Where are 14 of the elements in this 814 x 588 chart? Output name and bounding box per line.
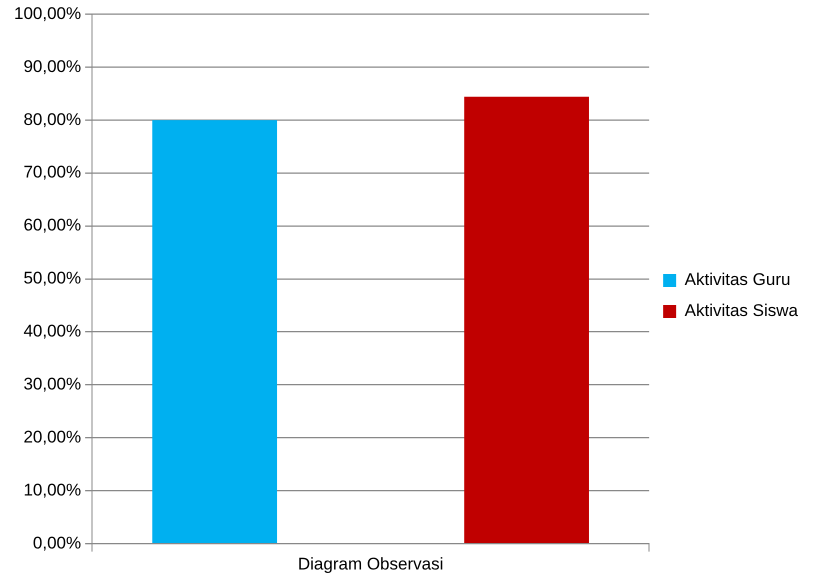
y-tick-label: 0,00% — [32, 533, 82, 552]
x-tick-label: Diagram Observasi — [298, 554, 444, 574]
y-tick-label: 90,00% — [23, 56, 82, 76]
y-tick-label: 40,00% — [23, 322, 82, 341]
y-tick-label: 70,00% — [23, 162, 82, 182]
legend-label: Aktivitas Guru — [684, 270, 790, 290]
y-tick-label: 50,00% — [23, 268, 82, 288]
y-tick-label: 10,00% — [23, 480, 82, 500]
y-tick-label: 20,00% — [23, 427, 82, 446]
y-tick-label: 80,00% — [23, 110, 82, 129]
y-tick-label: 30,00% — [23, 374, 82, 394]
legend-label: Aktivitas Siswa — [684, 301, 799, 320]
y-tick-label: 100,00% — [14, 4, 82, 23]
y-tick-label: 60,00% — [23, 216, 82, 235]
